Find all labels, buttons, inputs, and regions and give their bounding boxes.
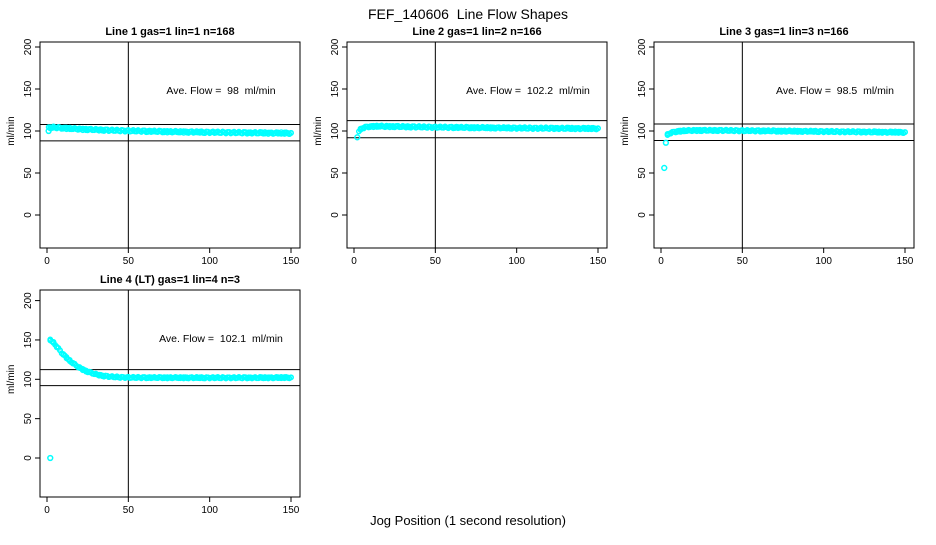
x-axis-tick-label: 150: [897, 256, 914, 267]
y-axis-tick-label: 100: [637, 122, 648, 139]
y-axis-label: ml/min: [620, 116, 631, 145]
y-axis-tick-label: 150: [330, 80, 341, 97]
y-axis-tick-label: 150: [637, 80, 648, 97]
y-axis-tick-label: 0: [330, 212, 341, 218]
y-axis-tick-label: 0: [23, 212, 34, 218]
y-axis-label: ml/min: [6, 116, 17, 145]
x-axis-tick-label: 50: [430, 256, 442, 267]
y-axis-tick-label: 100: [330, 122, 341, 139]
outlier-point: [661, 164, 668, 172]
plot-box: [653, 41, 915, 249]
plot-box: [346, 41, 608, 249]
panel-1-title: Line 1 gas=1 lin=1 n=168: [105, 26, 235, 38]
x-axis-tick-label: 0: [44, 256, 50, 267]
y-axis-tick-label: 200: [330, 38, 341, 55]
y-axis-tick-label: 200: [637, 38, 648, 55]
y-axis-tick-label: 50: [23, 167, 34, 179]
x-axis-tick-label: 50: [123, 505, 135, 516]
y-axis-label: ml/min: [6, 365, 17, 394]
panel-1-plot: 0 50 100 150 0 50 100 150 200 ml/min: [6, 38, 301, 267]
panel-3-plot: 0 50 100 150 0 50 100 150 200 ml/min: [620, 38, 915, 267]
x-axis-tick-label: 50: [737, 256, 749, 267]
x-axis-tick-label: 0: [351, 256, 357, 267]
outlier-point: [45, 127, 52, 135]
outlier-point: [47, 454, 54, 462]
x-axis-tick-label: 100: [815, 256, 832, 267]
panel-4-ave-flow-annotation: Ave. Flow = 102.1 ml/min: [159, 333, 283, 345]
panel-4-title: Line 4 (LT) gas=1 lin=4 n=3: [99, 274, 241, 286]
y-axis-tick-label: 200: [23, 38, 34, 55]
panel-4-plot: 0 50 100 150 0 50 100 150 200 ml/min: [6, 289, 301, 516]
y-axis-tick-label: 0: [23, 455, 34, 461]
figure-xlabel: Jog Position (1 second resolution): [370, 513, 566, 528]
x-axis-tick-label: 0: [658, 256, 664, 267]
y-axis-tick-label: 150: [23, 331, 34, 348]
data-point: [902, 129, 908, 136]
y-axis-tick-label: 200: [23, 292, 34, 309]
x-axis-tick-label: 0: [44, 505, 50, 516]
x-axis-tick-label: 150: [590, 256, 607, 267]
y-axis-tick-label: 50: [637, 167, 648, 179]
y-axis-tick-label: 50: [23, 413, 34, 425]
panel-3-ave-flow-annotation: Ave. Flow = 98.5 ml/min: [776, 85, 894, 97]
data-point: [288, 374, 294, 381]
x-axis-tick-label: 100: [508, 256, 525, 267]
x-axis-tick-label: 150: [283, 256, 300, 267]
plot-box: [39, 289, 301, 498]
x-axis-tick-label: 150: [283, 505, 300, 516]
plot-box: [39, 41, 301, 249]
panel-1-ave-flow-annotation: Ave. Flow = 98 ml/min: [166, 85, 276, 97]
outlier-point: [662, 139, 670, 146]
y-axis-tick-label: 50: [330, 167, 341, 179]
data-point: [288, 130, 294, 136]
y-axis-tick-label: 150: [23, 80, 34, 97]
y-axis-tick-label: 100: [23, 371, 34, 388]
figure-title: FEF_140606 Line Flow Shapes: [367, 6, 568, 22]
y-axis-label: ml/min: [313, 116, 324, 145]
data-point: [595, 125, 601, 132]
outlier-point: [354, 134, 361, 141]
panel-3-title: Line 3 gas=1 lin=3 n=166: [719, 26, 849, 38]
y-axis-tick-label: 0: [637, 212, 648, 218]
panel-2-ave-flow-annotation: Ave. Flow = 102.2 ml/min: [466, 85, 590, 97]
y-axis-tick-label: 100: [23, 122, 34, 139]
panel-2-title: Line 2 gas=1 lin=2 n=166: [412, 26, 542, 38]
panel-2-plot: 0 50 100 150 0 50 100 150 200 ml/min: [313, 38, 608, 267]
x-axis-tick-label: 100: [201, 505, 218, 516]
x-axis-tick-label: 100: [201, 256, 218, 267]
x-axis-tick-label: 50: [123, 256, 135, 267]
